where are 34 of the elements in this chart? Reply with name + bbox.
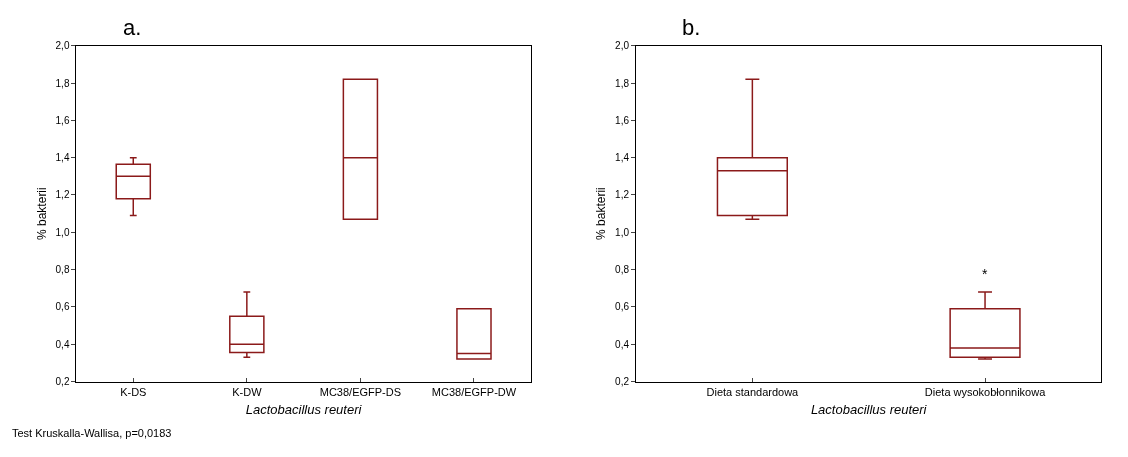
- annotation: *: [982, 266, 988, 282]
- y-tick-label: 1,6: [55, 114, 70, 126]
- y-tick-label: 0,8: [55, 264, 70, 276]
- x-axis-title: Lactobacillus reuteri: [245, 402, 363, 418]
- y-tick-label: 1,4: [55, 152, 70, 164]
- y-tick-label: 1,0: [55, 226, 70, 238]
- y-tick-label: 0,2: [615, 376, 630, 387]
- y-tick-label: 0,6: [55, 301, 70, 313]
- chart-title: a.: [123, 15, 142, 40]
- y-tick-label: 1,8: [615, 77, 630, 89]
- y-axis-title: % bakterii: [594, 187, 609, 240]
- y-tick-label: 1,2: [615, 189, 630, 201]
- x-axis-title: Lactobacillus reuteri: [810, 402, 928, 418]
- y-tick-label: 1,4: [615, 152, 630, 164]
- y-tick-label: 0,2: [55, 376, 70, 387]
- y-tick-label: 2,0: [55, 40, 70, 52]
- x-tick-label: K-DS: [120, 385, 147, 398]
- y-tick-label: 1,6: [615, 114, 630, 126]
- y-tick-label: 0,4: [615, 338, 630, 350]
- x-tick-label: Dieta wysokobłonnikowa: [924, 385, 1047, 398]
- x-tick-label: Dieta standardowa: [706, 385, 800, 398]
- y-tick-label: 0,6: [615, 301, 630, 313]
- y-tick-label: 1,0: [615, 226, 630, 238]
- y-tick-label: 1,2: [55, 189, 70, 201]
- y-tick-label: 0,4: [55, 338, 70, 350]
- x-tick-label: MC38/EGFP-DW: [431, 385, 517, 398]
- y-tick-label: 2,0: [615, 40, 630, 52]
- y-tick-label: 1,8: [55, 77, 70, 89]
- y-tick-label: 0,8: [615, 264, 630, 276]
- y-axis-title: % bakterii: [34, 187, 49, 240]
- text: Test Kruskalla-Wallisa, p=0,0183: [12, 427, 172, 439]
- chart-title: b.: [682, 15, 701, 40]
- x-tick-label: MC38/EGFP-DS: [319, 385, 402, 398]
- x-tick-label: K-DW: [232, 385, 263, 398]
